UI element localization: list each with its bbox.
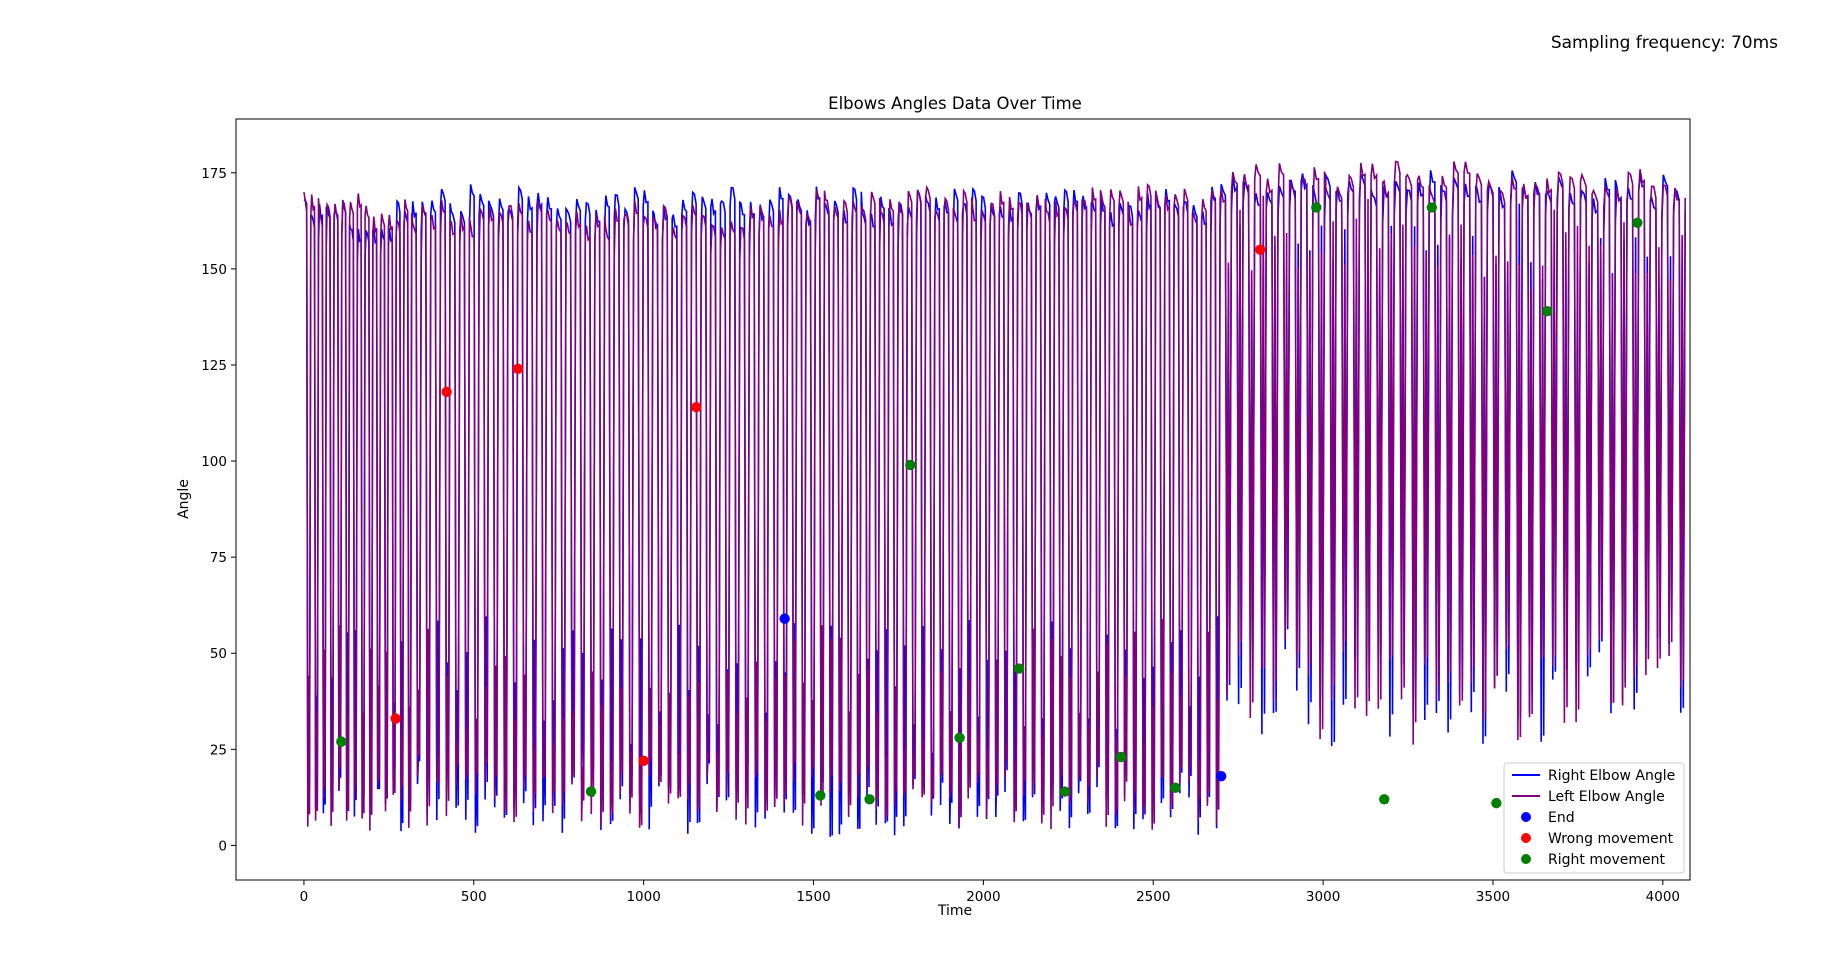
marker-wrong-movement <box>638 755 649 767</box>
x-tick-label: 1000 <box>626 889 660 905</box>
marker-wrong-movement <box>1255 244 1266 255</box>
x-tick-label: 4000 <box>1646 889 1680 905</box>
x-tick-label: 3000 <box>1306 889 1340 905</box>
series-line-left-elbow <box>303 160 1686 831</box>
marker-wrong-movement <box>691 402 702 413</box>
marker-right-movement <box>1013 663 1025 674</box>
x-axis-label: Time <box>937 903 972 919</box>
legend-box <box>1503 762 1685 874</box>
y-tick-label: 75 <box>210 550 227 566</box>
marker-right-movement <box>336 736 347 747</box>
legend: Right Elbow Angle Left Elbow Angle End Wron… <box>1503 762 1685 874</box>
legend-label-left-elbow-angle: Left Elbow Angle <box>1548 789 1665 805</box>
marker-right-movement <box>1426 202 1438 213</box>
legend-swatch-wrong-movement <box>1521 833 1531 843</box>
legend-label-right-movement: Right movement <box>1548 852 1666 868</box>
y-tick-label: 0 <box>218 838 227 854</box>
marker-right-movement <box>815 790 826 801</box>
y-tick-label: 25 <box>210 742 227 758</box>
y-tick-label: 100 <box>201 454 227 470</box>
legend-swatch-right-movement <box>1521 854 1531 864</box>
plot-frame <box>235 118 1691 881</box>
y-tick-label: 50 <box>210 646 227 662</box>
marker-right-movement <box>1379 794 1390 805</box>
x-tick-label: 1500 <box>796 889 830 905</box>
y-tick-label: 125 <box>201 358 227 374</box>
marker-right-movement <box>1115 751 1127 763</box>
marker-end <box>779 613 790 624</box>
marker-right-movement <box>1632 217 1643 228</box>
marker-right-movement <box>1491 797 1502 809</box>
sampling-frequency-annotation: Sampling frequency: 70ms <box>1550 33 1778 53</box>
x-tick-label: 3500 <box>1476 889 1510 905</box>
marker-right-movement <box>1059 786 1071 797</box>
x-tick-label: 0 <box>300 889 309 905</box>
y-tick-label: 175 <box>201 166 227 182</box>
marker-right-movement <box>864 794 875 805</box>
x-tick-label: 2000 <box>966 889 1000 905</box>
x-tick-label: 500 <box>461 889 487 905</box>
marker-wrong-movement <box>512 363 524 375</box>
legend-swatch-end <box>1521 812 1531 822</box>
marker-right-movement <box>1311 202 1322 213</box>
marker-right-movement <box>1542 305 1553 317</box>
marker-end <box>1215 771 1227 782</box>
legend-label-end: End <box>1548 810 1575 826</box>
marker-right-movement <box>905 459 916 471</box>
legend-label-right-elbow-angle: Right Elbow Angle <box>1548 768 1675 784</box>
marker-right-movement <box>954 732 965 743</box>
legend-label-wrong-movement: Wrong movement <box>1548 831 1674 847</box>
x-tick-label: 2500 <box>1136 889 1170 905</box>
marker-wrong-movement <box>441 386 452 398</box>
y-tick-label: 150 <box>201 262 227 278</box>
y-axis-label: Angle <box>176 479 192 519</box>
marker-right-movement <box>585 786 597 797</box>
chart-title: Elbows Angles Data Over Time <box>828 94 1082 113</box>
marker-right-movement <box>1170 782 1181 793</box>
marker-wrong-movement <box>390 713 401 724</box>
